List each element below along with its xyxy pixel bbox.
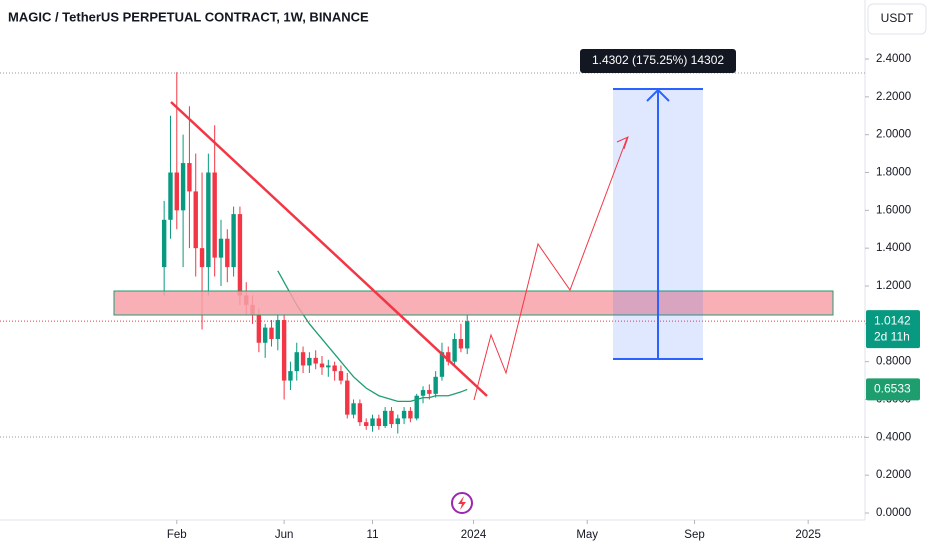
candle-body — [414, 395, 419, 419]
logo-bolt — [458, 496, 466, 510]
resistance-zone — [113, 290, 834, 316]
candle-body — [174, 172, 179, 211]
y-tick-label: 1.8000 — [876, 167, 911, 179]
candle-body — [326, 365, 331, 368]
measure-arrowhead — [646, 88, 670, 102]
x-tick-label: 2024 — [461, 529, 487, 541]
candle-body — [439, 352, 445, 377]
last-price-tag — [866, 310, 920, 349]
candle-body — [218, 238, 224, 258]
candle-body — [465, 321, 470, 349]
candle-body — [458, 338, 464, 349]
candle-body — [345, 380, 350, 415]
candle-body — [446, 352, 451, 362]
candle-body — [231, 214, 236, 268]
y-tick-label: 1.2000 — [876, 280, 911, 292]
candle-body — [281, 320, 287, 381]
countdown-label: 2d 11h — [874, 329, 910, 343]
candle-body — [225, 238, 230, 268]
candle-body — [351, 403, 356, 415]
candle-body — [180, 163, 186, 211]
trend-line — [170, 101, 488, 397]
y-tick-label: 0.4000 — [876, 431, 911, 443]
ma-label: 0.6533 — [874, 382, 911, 396]
candle-body — [408, 410, 413, 419]
measure-label-bg — [580, 49, 736, 73]
candle-body — [161, 219, 167, 268]
x-tick-label: Sep — [684, 529, 704, 541]
candle-body — [288, 371, 293, 381]
candle-body — [364, 422, 369, 426]
candle-body — [193, 191, 198, 249]
last-price-label: 1.0142 — [874, 313, 911, 327]
x-tick-label: Jun — [275, 529, 294, 541]
measure-label: 1.4302 (175.25%) 14302 — [592, 53, 724, 67]
candle-body — [382, 410, 388, 426]
x-tick-label: Feb — [167, 529, 187, 541]
candle-body — [376, 418, 382, 426]
candle-body — [427, 390, 432, 394]
y-tick-label: 2.4000 — [876, 53, 911, 65]
candle-body — [319, 363, 325, 368]
x-tick-label: 11 — [367, 529, 379, 541]
candle-body — [332, 365, 337, 372]
y-tick-label: 1.6000 — [876, 204, 911, 216]
candle-body — [433, 376, 438, 394]
candle-body — [199, 248, 205, 268]
candle-body — [294, 352, 299, 372]
ma-tag — [866, 378, 920, 401]
candle-body — [395, 418, 400, 425]
candle-body — [256, 314, 262, 343]
y-tick-label: 0.8000 — [876, 356, 911, 368]
candle-body — [370, 418, 375, 426]
candle-body — [212, 172, 217, 258]
candle-body — [357, 403, 363, 423]
candle-body — [300, 352, 306, 366]
projection-arrowhead — [616, 136, 629, 150]
candle-body — [338, 371, 344, 381]
x-tick-label: 2025 — [795, 529, 821, 541]
candle-body — [313, 357, 318, 364]
chart-title: MAGIC / TetherUS PERPETUAL CONTRACT, 1W,… — [8, 9, 369, 24]
y-tick-label: 1.4000 — [876, 242, 911, 254]
projection-path — [473, 137, 628, 401]
candle-body — [275, 320, 281, 339]
moving-average — [277, 270, 468, 403]
y-tick-label: 2.0000 — [876, 129, 911, 141]
y-tick-label: 2.2000 — [876, 91, 911, 103]
candle-body — [269, 327, 274, 339]
candle-body — [262, 327, 268, 343]
candle-body — [187, 163, 192, 192]
y-tick-label: 0.0000 — [876, 507, 911, 519]
candle-body — [307, 357, 312, 366]
candle-body — [168, 172, 173, 220]
candle-body — [452, 338, 457, 362]
candle-body — [237, 214, 243, 296]
candle-body — [206, 172, 211, 268]
y-tick-label: 0.2000 — [876, 469, 911, 481]
candle-body — [420, 390, 426, 396]
x-tick-label: May — [576, 529, 598, 541]
currency-button[interactable] — [867, 3, 927, 35]
candle-body — [401, 410, 407, 419]
candle-body — [389, 410, 394, 425]
currency-label[interactable]: USDT — [881, 11, 914, 25]
